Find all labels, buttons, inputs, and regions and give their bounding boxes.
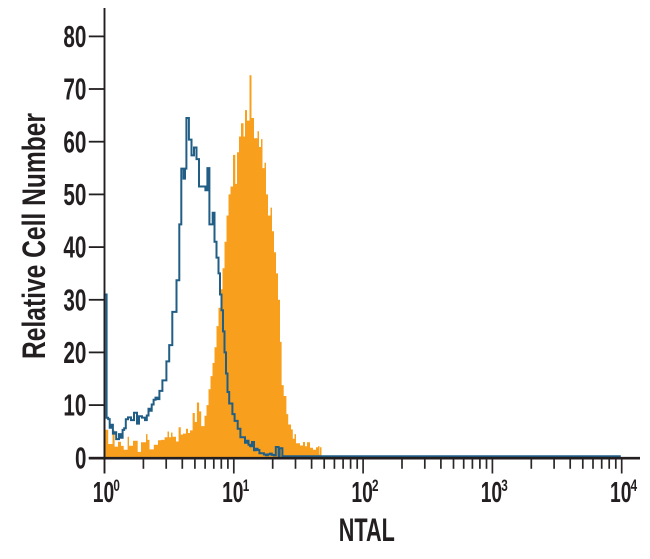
svg-text:10: 10	[351, 477, 372, 509]
svg-text:10: 10	[63, 388, 86, 423]
svg-text:10: 10	[222, 477, 243, 509]
svg-text:10: 10	[93, 477, 114, 509]
svg-text:4: 4	[631, 476, 638, 495]
svg-text:NTAL: NTAL	[339, 512, 395, 548]
svg-text:3: 3	[501, 476, 508, 495]
svg-text:2: 2	[372, 476, 379, 495]
svg-text:50: 50	[63, 177, 86, 212]
svg-text:20: 20	[63, 335, 86, 370]
svg-text:70: 70	[63, 72, 86, 107]
svg-text:0: 0	[75, 440, 86, 475]
svg-text:10: 10	[610, 477, 631, 509]
svg-text:10: 10	[481, 477, 502, 509]
svg-text:80: 80	[63, 19, 86, 54]
svg-text:60: 60	[63, 124, 86, 159]
svg-text:Relative Cell Number: Relative Cell Number	[16, 113, 52, 359]
svg-text:40: 40	[63, 230, 86, 265]
svg-text:1: 1	[243, 476, 250, 495]
svg-text:30: 30	[63, 282, 86, 317]
svg-text:0: 0	[113, 476, 120, 495]
